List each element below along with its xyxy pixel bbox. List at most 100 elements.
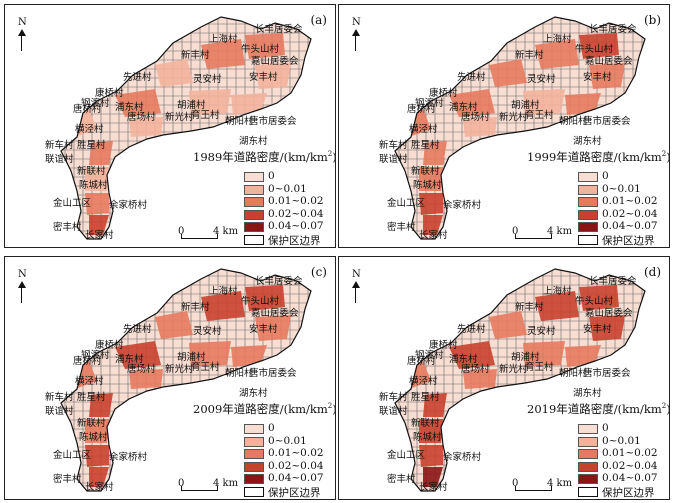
place-label: 新丰村 <box>181 302 210 313</box>
legend-swatch <box>244 222 264 232</box>
place-label: 灵安村 <box>193 326 222 337</box>
density-patch <box>245 33 285 59</box>
place-label: 嘉山居委会 <box>585 308 633 319</box>
density-patch <box>129 369 163 389</box>
place-label: 安丰村 <box>249 324 278 335</box>
place-label: 新光村 <box>499 112 528 123</box>
place-label: 新车村 <box>379 392 408 403</box>
density-patch <box>85 445 109 467</box>
density-patch <box>423 215 443 235</box>
scale-bar: 0 4 km <box>511 226 573 244</box>
legend-swatch <box>244 184 264 195</box>
density-patch <box>463 117 497 137</box>
place-label: 浦东村 <box>449 354 478 365</box>
place-label: 联谊村 <box>45 406 74 417</box>
place-label: 金山工区 <box>53 198 92 209</box>
legend-label: 0 <box>268 422 275 434</box>
place-label: 长丰居委会 <box>589 276 637 287</box>
legend-label: 0.04~0.07 <box>268 472 324 484</box>
place-label: 安丰村 <box>583 72 612 83</box>
road-density-map <box>394 16 646 240</box>
density-patch <box>231 93 267 115</box>
density-patch <box>423 393 447 417</box>
map-panel: 长丰居委会 上海村 牛头山村 新丰村 嘉山居委会 先进村 安丰村 灵安村 康桥村 钢渡村 浦东村 胡浦… <box>338 256 670 500</box>
place-label: 育王村 <box>525 362 554 373</box>
place-label: 胡浦村 <box>177 100 206 111</box>
panel-label: (d) <box>643 265 661 279</box>
density-patch <box>565 93 601 115</box>
legend-label: 0~0.01 <box>602 182 641 195</box>
place-label: 胡浦村 <box>177 352 206 363</box>
scale-distance-label: 4 km <box>213 226 239 237</box>
place-label: 联谊村 <box>45 154 74 165</box>
place-label: 牛头山村 <box>575 296 614 307</box>
legend-swatch <box>578 424 598 434</box>
place-label: 湖东村 <box>573 136 602 147</box>
place-label: 朝阳村 <box>559 116 588 127</box>
scale-bar: 0 4 km <box>511 478 572 496</box>
legend-swatch <box>244 449 264 459</box>
density-patch <box>535 39 579 69</box>
place-label: 金山工区 <box>53 450 92 461</box>
place-label: 灵安村 <box>193 74 222 85</box>
place-label: 联谊村 <box>379 406 408 417</box>
place-label: 长家村 <box>85 230 114 241</box>
legend-label: 0~0.01 <box>268 434 307 447</box>
density-patch <box>489 59 527 87</box>
density-patch <box>423 467 443 487</box>
density-patch <box>155 59 193 87</box>
place-label: 上海村 <box>543 286 572 297</box>
place-label: 上海村 <box>209 34 238 45</box>
place-label: 胜星村 <box>411 140 440 151</box>
density-patch <box>523 341 565 367</box>
place-label: 长家村 <box>419 482 448 493</box>
scale-bar: 0 4 km <box>177 478 239 496</box>
place-label: 陈城村 <box>413 180 442 191</box>
density-patch <box>579 285 619 311</box>
scale-zero-label: 0 <box>512 226 519 237</box>
place-label: 钢渡村 <box>81 350 110 361</box>
scale-distance-label: 4 km <box>547 226 573 237</box>
legend-title: 2009年道路密度/(km/km2) <box>193 402 335 416</box>
place-label: 钢渡村 <box>415 98 444 109</box>
place-label: 湖东村 <box>573 388 602 399</box>
place-label: 唐桥村 <box>73 104 102 115</box>
north-arrow-icon: N <box>349 269 363 305</box>
legend-label: 0.04~0.07 <box>268 220 324 232</box>
legend-swatch <box>578 449 598 459</box>
place-label: 联谊村 <box>379 154 408 165</box>
place-label: 牛头山村 <box>575 44 614 55</box>
place-label: 长丰居委会 <box>589 24 637 35</box>
place-label: 唐场村 <box>127 112 156 123</box>
legend-swatch <box>244 461 264 472</box>
place-label: 浦东村 <box>115 354 144 365</box>
density-patch <box>255 63 291 89</box>
panel-label: (c) <box>310 265 327 279</box>
place-label: 唐桥村 <box>73 356 102 367</box>
legend-label: 保护区边界 <box>602 486 655 499</box>
density-patch <box>201 291 245 321</box>
place-label: 育王村 <box>191 110 220 121</box>
place-label: 余家桥村 <box>109 200 148 211</box>
legend-swatch <box>244 486 264 497</box>
place-label: 湖东村 <box>239 388 268 399</box>
place-label: 余家桥村 <box>443 200 482 211</box>
place-label: 灵安村 <box>527 326 556 337</box>
density-patch <box>535 291 579 321</box>
legend-label: 0.02~0.04 <box>602 207 658 220</box>
density-patch <box>89 215 109 235</box>
density-patch <box>463 369 497 389</box>
legend-swatch <box>244 474 264 484</box>
reserve-boundary <box>394 16 646 240</box>
legend-swatch <box>578 474 598 484</box>
density-patch <box>129 117 163 137</box>
scale-distance-label: 4 km <box>213 478 239 489</box>
reserve-boundary <box>60 268 312 492</box>
place-label: 安丰村 <box>583 324 612 335</box>
density-patch <box>489 311 527 339</box>
density-patch <box>423 141 447 165</box>
density-patch <box>449 89 495 117</box>
region-base <box>395 269 645 491</box>
legend-title: 2019年道路密度/(km/km2) <box>527 402 669 416</box>
legend-swatch <box>578 486 598 497</box>
